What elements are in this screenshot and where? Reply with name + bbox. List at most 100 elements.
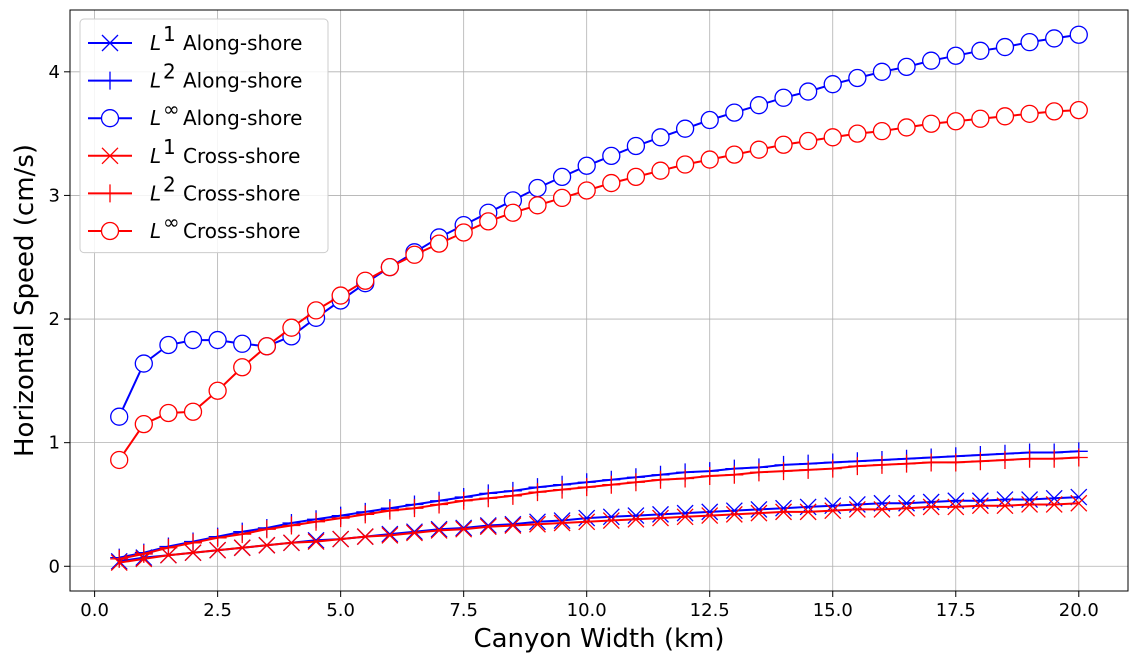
data-point — [356, 505, 375, 524]
data-point — [282, 318, 301, 337]
data-point — [208, 528, 227, 547]
data-point — [1020, 32, 1039, 52]
data-point — [749, 140, 769, 159]
legend-norm-symbol: L — [150, 219, 161, 243]
y-tick-label: 4 — [49, 62, 60, 83]
data-point — [651, 470, 670, 489]
data-point — [651, 161, 670, 180]
data-point — [110, 407, 129, 426]
data-point — [331, 286, 350, 305]
legend-norm-symbol: L — [150, 106, 161, 130]
data-point — [675, 119, 695, 138]
data-point — [627, 510, 645, 528]
data-point — [479, 517, 497, 534]
data-point — [872, 455, 891, 474]
data-point — [381, 525, 399, 543]
data-point — [898, 499, 916, 517]
data-point — [701, 503, 719, 521]
data-point — [578, 513, 596, 531]
data-point — [725, 465, 744, 484]
data-point — [110, 549, 129, 568]
y-tick-label: 3 — [49, 185, 60, 206]
data-point — [1069, 25, 1088, 44]
data-point — [946, 46, 965, 65]
data-point — [184, 533, 203, 552]
data-point — [380, 501, 399, 520]
data-point — [406, 524, 423, 542]
data-point — [380, 257, 400, 277]
data-point — [208, 330, 227, 350]
data-point — [922, 51, 941, 70]
data-point — [799, 460, 818, 479]
y-tick-label: 1 — [49, 433, 60, 454]
data-point — [257, 520, 276, 539]
data-point — [454, 491, 473, 510]
legend-item: L ∞ Along-shore — [88, 97, 302, 130]
data-point — [996, 497, 1014, 515]
data-point — [529, 515, 546, 533]
data-point — [995, 107, 1015, 126]
data-point — [159, 538, 178, 557]
data-point — [528, 196, 547, 215]
data-point — [897, 454, 916, 473]
legend-marker — [100, 109, 120, 128]
data-point — [775, 503, 792, 521]
x-tick-label: 20.0 — [1059, 600, 1099, 621]
data-point — [798, 131, 818, 151]
x-tick-label: 17.5 — [936, 600, 976, 621]
data-point — [971, 452, 990, 471]
data-point — [528, 178, 547, 198]
data-point — [1069, 448, 1088, 467]
data-point — [504, 517, 522, 534]
data-point — [503, 486, 522, 505]
legend-norm-symbol: L — [150, 69, 161, 93]
axis-ticks: 0.0 2.5 5.0 7.5 10.0 12.5 15.0 17.5 20.0 0 1 2 3 4 — [49, 62, 1099, 621]
data-point — [897, 118, 916, 137]
legend-item: L 1 Along-shore — [88, 22, 302, 55]
data-point — [307, 533, 325, 551]
data-point — [750, 500, 768, 518]
data-point — [627, 507, 645, 525]
data-point — [824, 502, 842, 520]
data-point — [971, 497, 989, 515]
legend-item: L ∞ Cross-shore — [88, 210, 300, 243]
data-point — [872, 121, 892, 141]
data-point — [455, 519, 473, 537]
data-point — [947, 498, 965, 516]
data-point — [774, 135, 793, 154]
legend-series-name: Along-shore — [183, 106, 302, 130]
legend-norm-order: 1 — [163, 22, 176, 46]
data-point — [405, 499, 424, 518]
x-tick-label: 7.5 — [449, 600, 478, 621]
series-group — [110, 25, 1088, 572]
data-point — [455, 520, 473, 538]
data-point — [701, 507, 719, 525]
data-point — [775, 499, 792, 517]
x-tick-label: 15.0 — [813, 600, 853, 621]
data-point — [798, 82, 818, 101]
data-point — [282, 534, 300, 552]
data-point — [971, 41, 990, 60]
series-line — [119, 450, 1079, 559]
data-point — [725, 103, 744, 122]
data-point — [282, 516, 301, 535]
data-point — [1020, 449, 1039, 468]
data-point — [356, 271, 375, 290]
data-point — [922, 498, 940, 516]
data-point — [577, 181, 596, 200]
legend-series-name: Cross-shore — [183, 144, 300, 168]
data-point — [1070, 488, 1088, 506]
data-point — [553, 514, 571, 532]
y-axis-label: Horizontal Speed (cm/s) — [10, 144, 40, 457]
data-point — [725, 505, 743, 523]
data-point — [233, 539, 251, 557]
data-point — [233, 334, 252, 353]
data-point — [405, 245, 424, 264]
data-point — [577, 478, 596, 497]
data-point — [995, 450, 1014, 469]
data-point — [848, 500, 866, 518]
data-point — [750, 504, 768, 522]
data-point — [749, 463, 768, 482]
